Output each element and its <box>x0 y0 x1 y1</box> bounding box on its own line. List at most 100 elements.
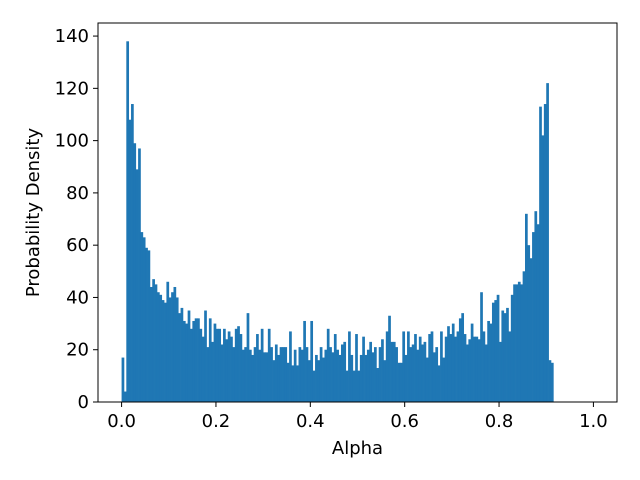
histogram-bar <box>494 300 498 402</box>
histogram-bar <box>461 313 465 402</box>
histogram-bar <box>333 334 337 402</box>
histogram-bar <box>270 347 273 402</box>
histogram-bar <box>312 370 316 402</box>
histogram-bar <box>178 313 181 402</box>
histogram-bar <box>329 347 332 402</box>
x-tick-label: 0.4 <box>296 411 325 432</box>
histogram-bar <box>241 349 245 402</box>
histogram-bar <box>456 331 460 402</box>
histogram-bar <box>435 347 439 402</box>
histogram-bar <box>362 336 365 402</box>
histogram-bar <box>513 284 516 402</box>
histogram-bar <box>428 334 431 402</box>
histogram-bar <box>510 294 514 402</box>
histogram-bar <box>145 247 148 402</box>
histogram-bar <box>508 331 512 402</box>
histogram-bar <box>484 344 488 402</box>
histogram-bar <box>399 362 403 402</box>
histogram-bar <box>303 320 306 402</box>
histogram-bar <box>211 341 214 402</box>
histogram-bar <box>251 354 255 402</box>
histogram-bar <box>248 349 252 402</box>
histogram-bar <box>140 232 144 402</box>
histogram-bar <box>550 362 554 402</box>
histogram-bar <box>381 339 384 402</box>
histogram-bar <box>256 334 259 402</box>
y-tick-label: 0 <box>78 392 89 413</box>
histogram-bar <box>517 281 521 402</box>
y-tick-label: 140 <box>55 26 89 47</box>
histogram-bar <box>215 328 219 402</box>
histogram-bar <box>463 334 467 402</box>
histogram-bars <box>121 41 554 403</box>
histogram-bar <box>416 349 420 402</box>
histogram-bar <box>522 271 526 402</box>
histogram-bar <box>147 250 151 402</box>
histogram-bar <box>265 352 269 402</box>
histogram-bar <box>468 339 472 402</box>
histogram-bar <box>239 334 243 402</box>
histogram-bar <box>515 284 519 402</box>
histogram-bar <box>378 347 382 402</box>
histogram-bar <box>506 307 509 402</box>
histogram-bar <box>289 331 292 402</box>
y-axis-label: Probability Density <box>23 128 44 298</box>
histogram-bar <box>291 365 295 402</box>
histogram-bar <box>227 331 231 402</box>
histogram-bar <box>322 357 325 402</box>
histogram-bar <box>182 320 186 402</box>
histogram-bar <box>423 341 427 402</box>
histogram-bar <box>171 292 174 402</box>
histogram-bar <box>371 352 375 402</box>
histogram-bar <box>293 349 297 402</box>
histogram-bar <box>397 362 401 402</box>
histogram-bar <box>246 313 250 402</box>
histogram-bar <box>326 328 330 402</box>
x-tick-label: 0.0 <box>107 411 136 432</box>
histogram-bar <box>121 357 125 402</box>
histogram-bar <box>364 354 368 402</box>
histogram-bar <box>213 323 217 402</box>
histogram-bar <box>466 344 469 402</box>
histogram-bar <box>525 213 528 402</box>
histogram-bar <box>532 232 535 402</box>
histogram-bar <box>138 148 141 402</box>
histogram-bar <box>237 326 240 402</box>
histogram-bar <box>128 119 132 403</box>
histogram-bar <box>338 354 342 402</box>
histogram-bar <box>300 349 304 402</box>
histogram-bar <box>350 354 354 402</box>
histogram-bar <box>274 344 278 402</box>
histogram-bar <box>418 336 422 402</box>
histogram-bar <box>404 354 408 402</box>
histogram-bar <box>409 347 413 402</box>
histogram-bar <box>348 331 351 402</box>
histogram-bar <box>296 365 299 402</box>
histogram-bar <box>536 224 540 402</box>
histogram-bar <box>543 104 547 402</box>
y-tick-label: 60 <box>66 235 89 256</box>
histogram-bar <box>319 347 323 402</box>
histogram-bar <box>392 341 396 402</box>
histogram-bar <box>451 323 455 402</box>
histogram-bar <box>152 279 155 402</box>
histogram-bar <box>194 318 198 402</box>
histogram-bar <box>444 336 448 402</box>
histogram-bar <box>529 258 533 402</box>
histogram-bar <box>305 347 309 402</box>
histogram-bar <box>437 365 441 402</box>
y-tick-label: 80 <box>66 183 89 204</box>
histogram-bar <box>343 341 347 402</box>
histogram-bar <box>520 284 523 402</box>
histogram-bar <box>345 370 349 402</box>
histogram-bar <box>232 347 236 402</box>
histogram-bar <box>390 341 394 402</box>
histogram-bar <box>307 360 311 402</box>
histogram-bar <box>499 341 502 402</box>
histogram-bar <box>272 360 276 402</box>
histogram-bar <box>340 344 344 402</box>
histogram-bar <box>204 310 207 402</box>
histogram-bar <box>192 320 196 402</box>
histogram-bar <box>357 370 361 402</box>
